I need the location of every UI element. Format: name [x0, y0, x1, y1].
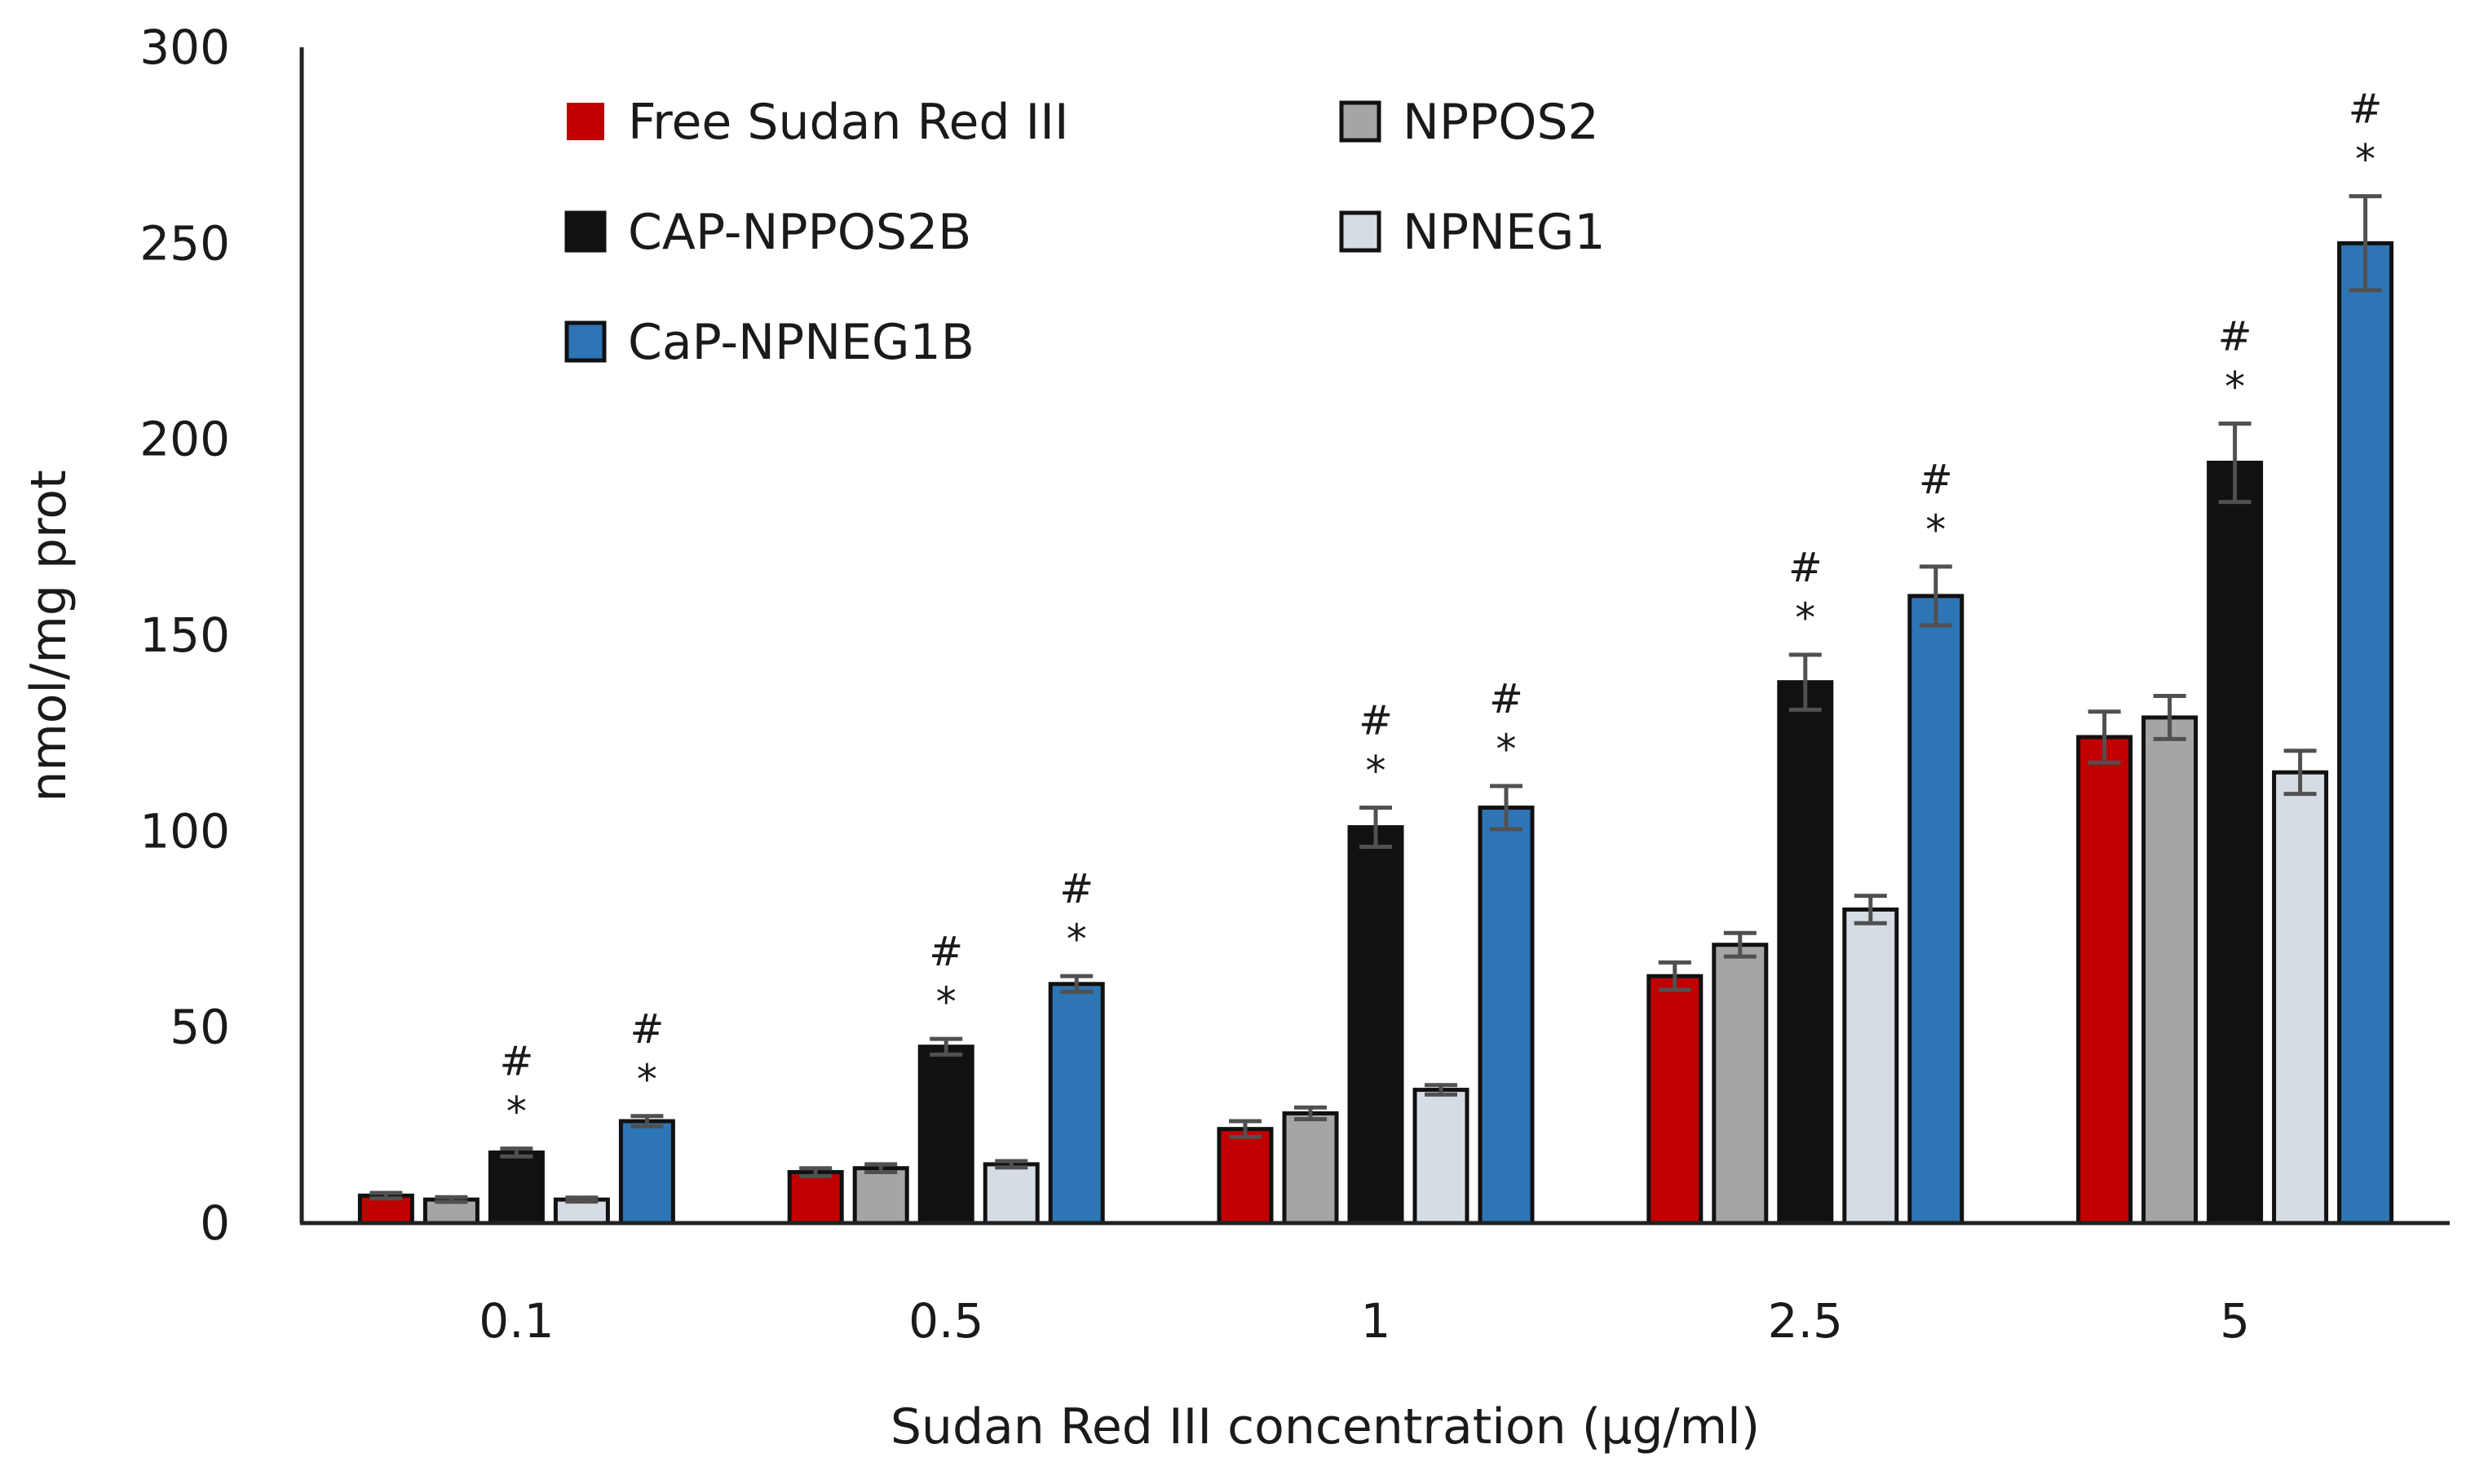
bar [1048, 982, 1105, 1226]
x-tick-label: 0.5 [908, 1293, 983, 1349]
y-tick-label: 150 [139, 607, 230, 663]
bar [2207, 461, 2264, 1226]
legend-label: CaP-NPNEG1B [628, 314, 974, 371]
significance-markers: *# *#*# *#*#*#*#*#*#*# [499, 86, 2382, 1136]
bar [983, 1162, 1040, 1226]
y-tick-label: 100 [139, 803, 230, 859]
bar [2141, 715, 2199, 1226]
significance-hash: # [1919, 456, 1953, 503]
significance-star: * [506, 1089, 527, 1136]
significance-hash: # [1359, 696, 1393, 744]
bar [1712, 943, 1769, 1226]
significance-hash: # [1059, 865, 1094, 912]
bar [1412, 1088, 1469, 1226]
x-tick-label: 5 [2220, 1293, 2250, 1349]
y-tick-label: 200 [139, 412, 230, 467]
legend: Free Sudan Red III NPPOS2 CAP-NPPOS2B NPNEG… [564, 94, 1606, 371]
bar [1907, 594, 1964, 1226]
y-axis-title: nmol/mg prot [20, 470, 77, 802]
bar [852, 1166, 909, 1226]
bar [1282, 1111, 1339, 1226]
y-tick-label: 0 [200, 1195, 230, 1251]
legend-swatch [567, 103, 604, 140]
bar [787, 1170, 844, 1226]
bar [553, 1197, 610, 1226]
legend-swatch [564, 320, 607, 363]
legend-swatch [1339, 210, 1381, 253]
significance-hash: # [929, 928, 963, 975]
bar [618, 1119, 675, 1226]
bar [1217, 1127, 1274, 1226]
significance-star: * [1795, 594, 1815, 642]
legend-label: Free Sudan Red III [628, 94, 1069, 151]
significance-hash: # [1788, 544, 1823, 591]
legend-swatch [564, 210, 607, 253]
x-tick-label: 0.1 [479, 1293, 554, 1349]
bar [1646, 974, 1704, 1226]
significance-hash: # [630, 1005, 664, 1053]
error-bars [369, 194, 2382, 1204]
significance-star: * [637, 1056, 657, 1103]
x-axis-title: Sudan Red III concentration (µg/ml) [890, 1398, 1760, 1455]
bar [1842, 907, 1899, 1226]
bar [917, 1045, 974, 1226]
bar [2337, 241, 2394, 1226]
y-axis-ticks: 0 50 100 150 200 250 300 [139, 20, 230, 1251]
bar [1347, 825, 1404, 1226]
significance-star: * [2225, 363, 2245, 410]
legend-label: CAP-NPPOS2B [628, 204, 971, 261]
significance-hash: # [2218, 312, 2252, 360]
legend-label: NPNEG1 [1403, 204, 1606, 261]
bar [2076, 735, 2133, 1226]
bar [488, 1150, 545, 1226]
significance-star: * [1067, 916, 1087, 963]
x-axis-ticks: 0.1 0.5 1 2.5 5 [479, 1293, 2250, 1349]
significance-star: * [1366, 747, 1386, 794]
bar [1478, 805, 1535, 1226]
significance-star: * [936, 978, 957, 1026]
bar-series [357, 241, 2394, 1226]
legend-label: NPPOS2 [1403, 94, 1599, 151]
significance-hash: # [499, 1038, 533, 1085]
bar [2272, 770, 2329, 1226]
bar [1777, 680, 1834, 1226]
y-tick-label: 250 [139, 215, 230, 271]
x-tick-label: 2.5 [1768, 1293, 1843, 1349]
y-tick-label: 50 [170, 1000, 230, 1055]
legend-swatch [1339, 100, 1381, 143]
significance-star: * [1925, 506, 1946, 554]
x-tick-label: 1 [1361, 1293, 1391, 1349]
y-tick-label: 300 [139, 20, 230, 75]
significance-hash: # [2349, 86, 2383, 133]
significance-star: * [2355, 136, 2375, 183]
significance-hash: # [1489, 675, 1523, 722]
significance-star: * [1496, 726, 1517, 773]
